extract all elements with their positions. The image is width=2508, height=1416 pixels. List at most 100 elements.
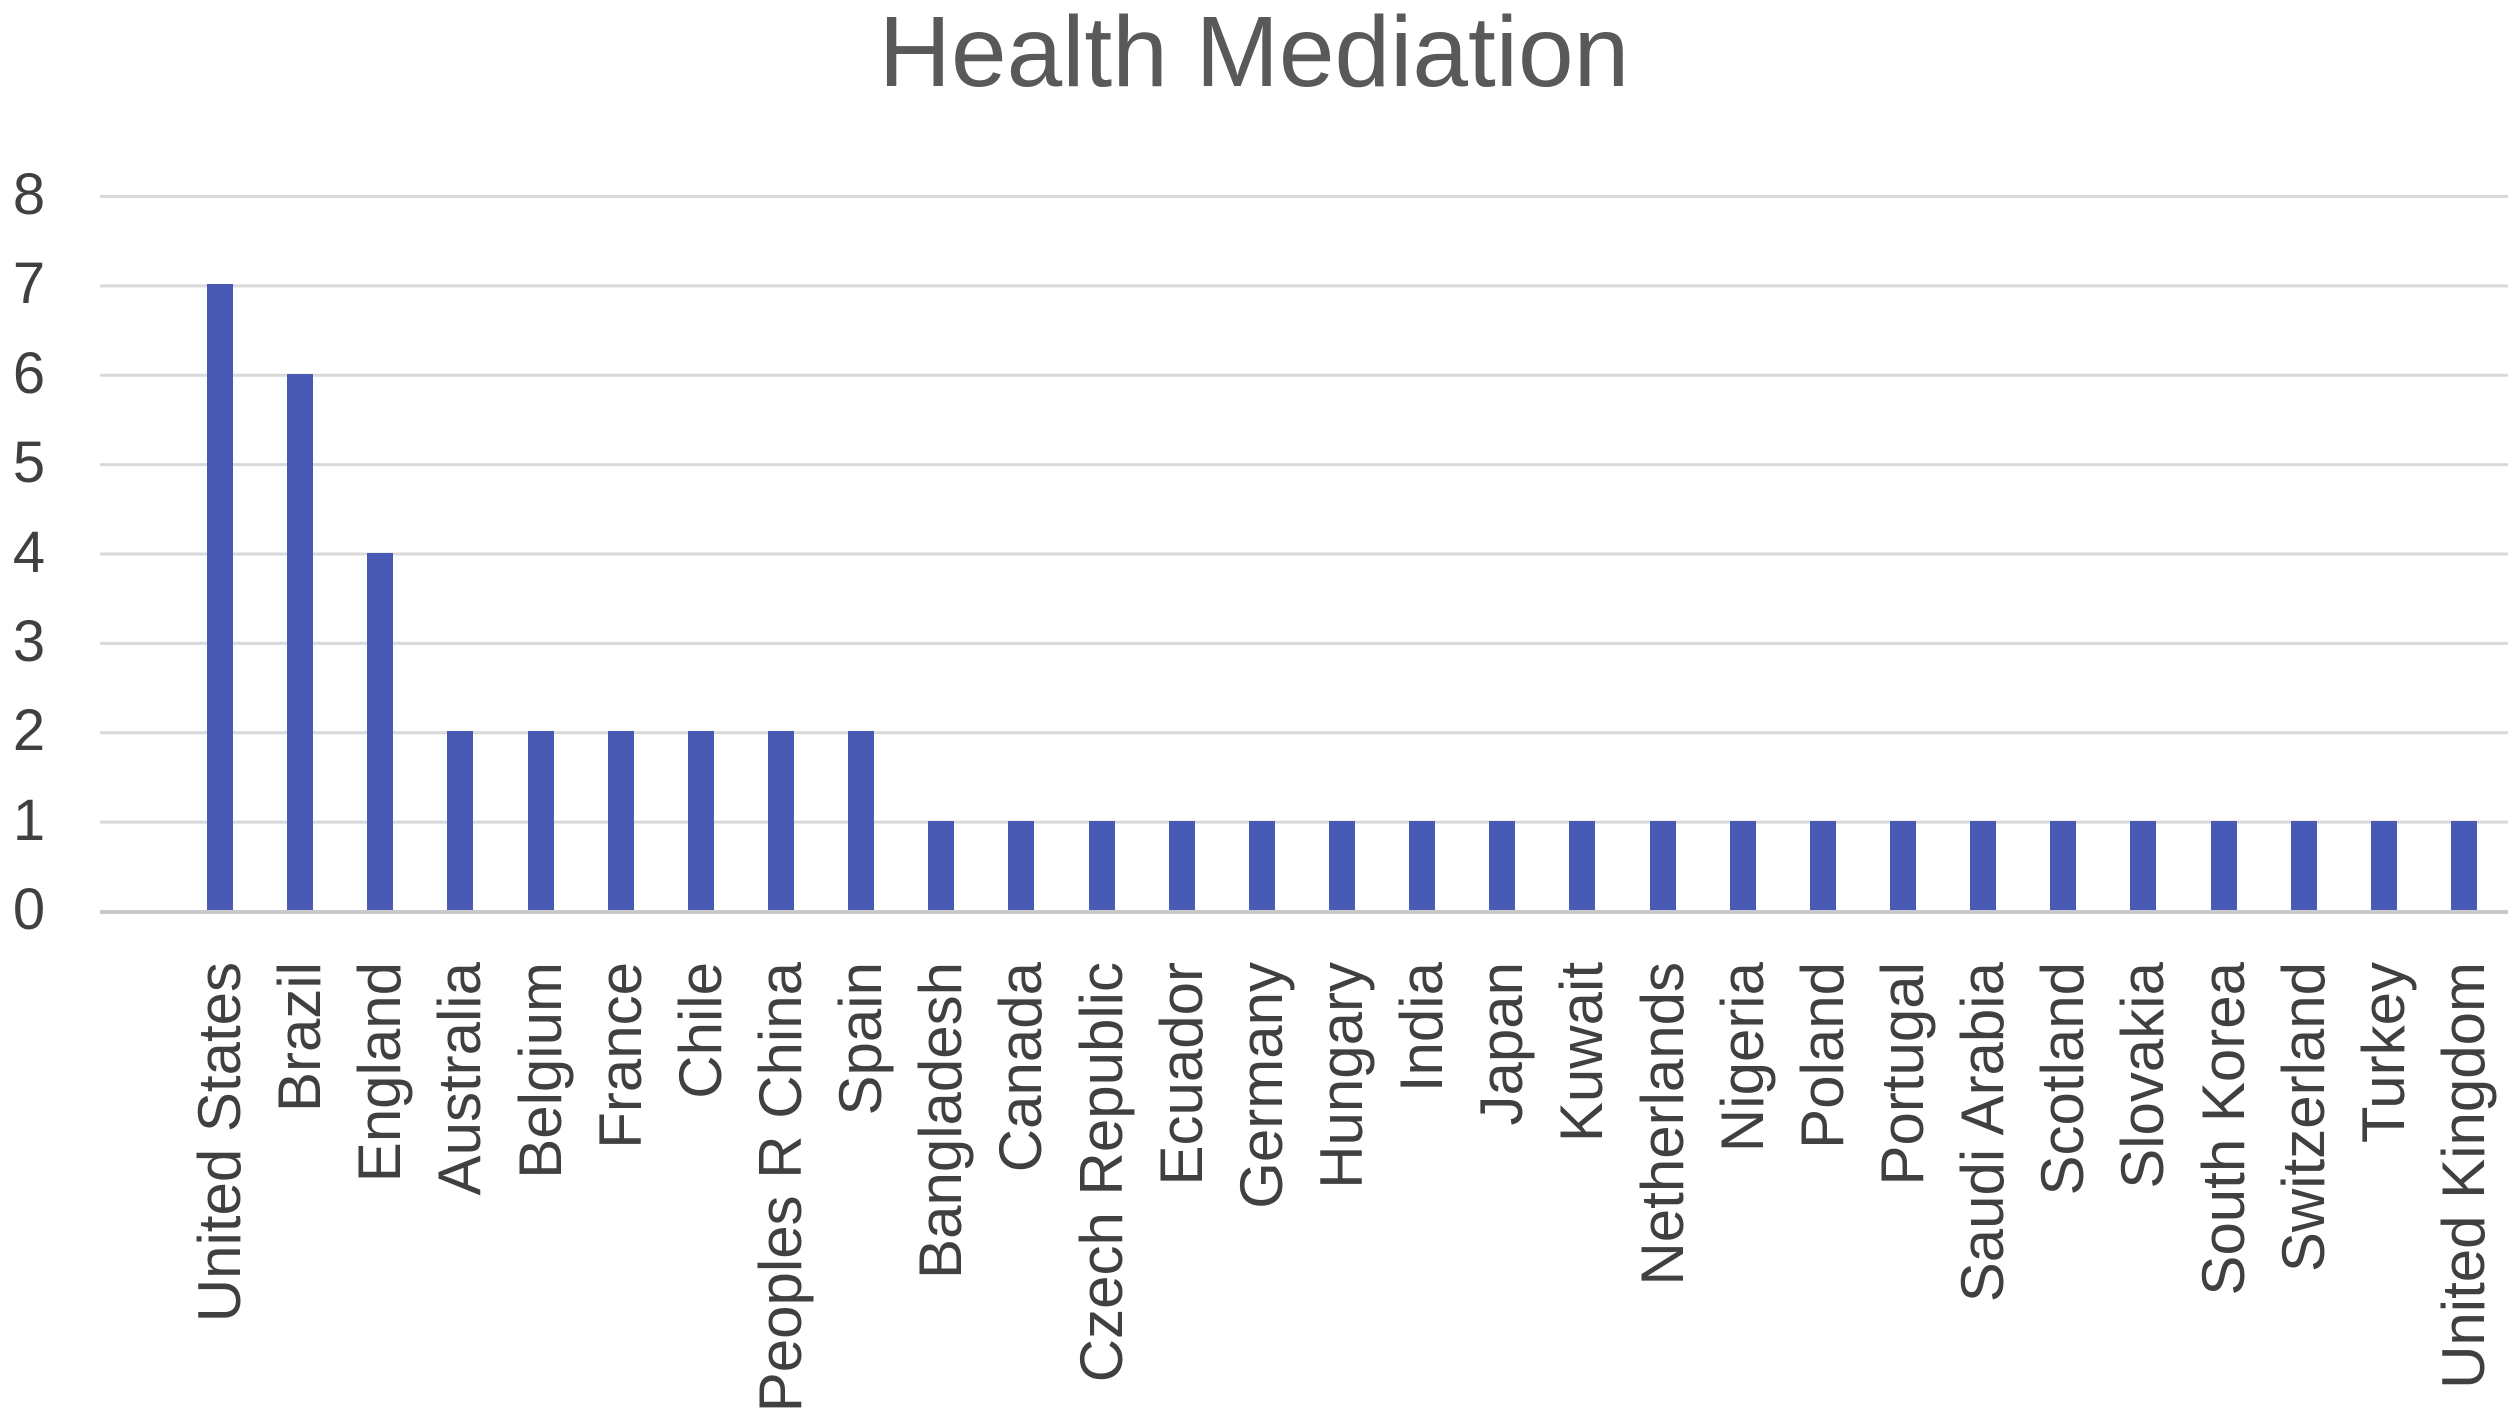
bar-cell	[1542, 195, 1622, 910]
bar-cell	[2184, 195, 2264, 910]
x-axis-label: France	[586, 962, 654, 1149]
x-axis-label: Germany	[1227, 962, 1295, 1209]
bar	[1489, 820, 1516, 910]
plot-area	[100, 195, 2508, 914]
bar-cell	[340, 195, 420, 910]
bar	[1890, 820, 1917, 910]
x-axis-label: United Kingdom	[2430, 962, 2497, 1389]
bar-cell	[901, 195, 981, 910]
bar-cell	[581, 195, 661, 910]
bar	[207, 284, 234, 910]
x-axis-label: South Korea	[2189, 962, 2257, 1296]
bar	[1329, 820, 1356, 910]
bar-cell	[2023, 195, 2103, 910]
x-label-cell: Brazil	[260, 962, 340, 1416]
bar-cell	[821, 195, 901, 910]
x-axis-label: Nigeria	[1708, 962, 1776, 1153]
bar	[1970, 820, 1997, 910]
y-axis-tick-label: 3	[12, 608, 46, 674]
bar	[928, 820, 955, 910]
x-axis-label: Netherlands	[1628, 962, 1696, 1286]
x-label-cell: United States	[180, 962, 260, 1416]
x-axis-label: Scotland	[2029, 962, 2097, 1196]
x-label-cell: Hungary	[1302, 962, 1382, 1416]
bar	[1168, 820, 1195, 910]
y-axis-tick-label: 1	[12, 787, 46, 853]
x-label-cell: Australia	[420, 962, 500, 1416]
x-label-cell: Peoples R China	[741, 962, 821, 1416]
bar	[768, 731, 795, 910]
y-axis-tick-label: 8	[12, 162, 46, 227]
bar-cell	[1462, 195, 1542, 910]
x-axis-label: Spain	[827, 962, 895, 1116]
bar	[1649, 820, 1676, 910]
x-axis-label: Kuwait	[1548, 962, 1616, 1143]
x-label-cell: Chile	[661, 962, 741, 1416]
x-axis-label: Bangladesh	[907, 962, 975, 1279]
bar-cell	[1863, 195, 1943, 910]
x-axis-label: Poland	[1788, 962, 1856, 1149]
bar-cell	[1222, 195, 1302, 910]
x-axis-label: Ecuador	[1147, 962, 1215, 1186]
x-label-cell: Czech Republic	[1062, 962, 1142, 1416]
bar-cell	[1302, 195, 1382, 910]
bar-cell	[1142, 195, 1222, 910]
bar-cell	[981, 195, 1061, 910]
bar	[848, 731, 875, 910]
y-axis-tick-label: 5	[12, 430, 46, 496]
bar	[447, 731, 474, 910]
x-label-cell: Turkey	[2344, 962, 2424, 1416]
bar-cell	[1623, 195, 1703, 910]
bar-cell	[1943, 195, 2023, 910]
bar-cell	[2264, 195, 2344, 910]
bar-cell	[2103, 195, 2183, 910]
y-axis-tick-label: 4	[12, 519, 46, 585]
bar-cell	[420, 195, 500, 910]
x-label-cell: England	[340, 962, 420, 1416]
x-axis-label: India	[1388, 962, 1456, 1093]
x-label-cell: Kuwait	[1542, 962, 1622, 1416]
x-label-cell: France	[581, 962, 661, 1416]
x-label-cell: Slovakia	[2103, 962, 2183, 1416]
x-axis-label: Hungary	[1308, 962, 1376, 1189]
x-axis-label: Czech Republic	[1067, 962, 1135, 1383]
y-axis-tick-label: 7	[12, 251, 46, 317]
y-axis-tick-label: 2	[12, 698, 46, 764]
x-label-cell: Portugal	[1863, 962, 1943, 1416]
x-label-cell: Netherlands	[1623, 962, 1703, 1416]
bar	[607, 731, 634, 910]
bar	[1809, 820, 1836, 910]
x-label-cell: Saudi Arabia	[1943, 962, 2023, 1416]
x-label-cell: Bangladesh	[901, 962, 981, 1416]
bar	[287, 373, 314, 910]
bar	[1569, 820, 1596, 910]
x-label-cell: South Korea	[2184, 962, 2264, 1416]
bar	[1248, 820, 1275, 910]
x-axis-label: England	[346, 962, 414, 1183]
x-axis-label: Peoples R China	[747, 962, 815, 1413]
x-label-cell: Switzerland	[2264, 962, 2344, 1416]
x-axis-label: Chile	[666, 962, 734, 1099]
x-label-cell: Spain	[821, 962, 901, 1416]
bar	[2290, 820, 2317, 910]
bar-cell	[1382, 195, 1462, 910]
y-axis-tick-label: 6	[12, 340, 46, 406]
bar-cell	[1062, 195, 1142, 910]
bars	[180, 195, 2504, 910]
x-label-cell: Ecuador	[1142, 962, 1222, 1416]
x-label-cell: Poland	[1783, 962, 1863, 1416]
bar-cell	[260, 195, 340, 910]
x-axis-label: Australia	[426, 962, 494, 1196]
x-axis-label: Switzerland	[2269, 962, 2337, 1273]
bar	[1729, 820, 1756, 910]
bar	[2451, 820, 2477, 910]
x-axis-label: Belgium	[506, 962, 574, 1179]
x-label-cell: Nigeria	[1703, 962, 1783, 1416]
x-label-cell: Japan	[1462, 962, 1542, 1416]
x-label-cell: Germany	[1222, 962, 1302, 1416]
bar-cell	[1703, 195, 1783, 910]
x-axis-label: Brazil	[266, 962, 334, 1113]
bar	[1008, 820, 1035, 910]
bar	[687, 731, 714, 910]
